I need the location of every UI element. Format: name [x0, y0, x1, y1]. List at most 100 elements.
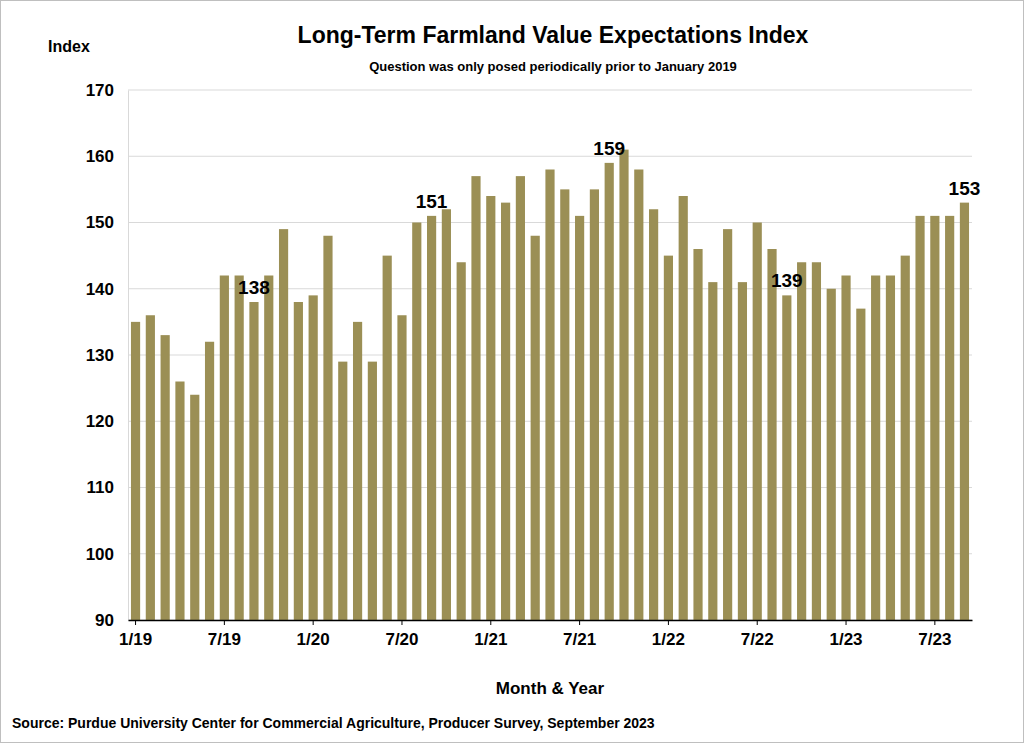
bar [220, 276, 229, 621]
bar [161, 335, 170, 620]
bar [693, 249, 702, 620]
bar [590, 189, 599, 620]
bar [901, 256, 910, 620]
x-tick-label: 1/19 [119, 630, 152, 649]
bar [871, 276, 880, 621]
x-tick-mark [668, 620, 669, 625]
bar [886, 276, 895, 621]
bar [619, 150, 628, 620]
bar [649, 209, 658, 620]
bar [471, 176, 480, 620]
bar [634, 170, 643, 621]
bar [531, 236, 540, 620]
x-tick: 1/22 [652, 620, 685, 649]
frame [1, 1, 1024, 743]
bar [545, 170, 554, 621]
x-tick: 1/23 [829, 620, 862, 649]
x-tick: 1/20 [297, 620, 330, 649]
bar [738, 282, 747, 620]
y-tick-label: 130 [86, 346, 114, 365]
y-tick-label: 120 [86, 412, 114, 431]
y-tick: 140 [86, 280, 128, 299]
x-tick-label: 7/22 [741, 630, 774, 649]
data-labels: 138151159139153 [238, 138, 980, 298]
x-tick: 7/22 [741, 620, 774, 649]
bar [945, 216, 954, 620]
data-label: 151 [416, 191, 448, 212]
bar [249, 302, 258, 620]
x-tick-label: 7/23 [918, 630, 951, 649]
bar [146, 315, 155, 620]
grid [128, 90, 972, 620]
y-axis: 90 100 110 120 130 140 150 160 170 [86, 81, 129, 630]
x-tick: 7/19 [208, 620, 241, 649]
x-tick-mark [313, 620, 314, 625]
x-tick: 7/21 [563, 620, 596, 649]
bar [353, 322, 362, 620]
x-tick-mark [934, 620, 935, 625]
x-tick-mark [579, 620, 580, 625]
x-axis-title: Month & Year [496, 679, 605, 698]
x-tick-mark [135, 620, 136, 625]
bar [960, 203, 969, 620]
y-tick-label: 110 [87, 478, 114, 497]
bar [797, 262, 806, 620]
bar [264, 276, 273, 621]
y-tick-label: 90 [95, 611, 114, 630]
x-tick: 1/19 [119, 620, 152, 649]
bars [131, 150, 969, 620]
bar [679, 196, 688, 620]
x-tick-mark [757, 620, 758, 625]
x-tick-label: 1/21 [474, 630, 507, 649]
bar [457, 262, 466, 620]
bar [131, 322, 140, 620]
y-tick-label: 170 [86, 81, 114, 100]
bar [501, 203, 510, 620]
bar [383, 256, 392, 620]
bar [723, 229, 732, 620]
x-tick-mark [490, 620, 491, 625]
y-tick-label: 140 [86, 280, 114, 299]
grid-line [128, 90, 972, 91]
x-tick-label: 7/19 [208, 630, 241, 649]
bar [782, 295, 791, 620]
bar [338, 362, 347, 620]
subtitle: Question was only posed periodically pri… [369, 59, 737, 74]
data-label: 138 [238, 277, 270, 298]
bar [708, 282, 717, 620]
bar [175, 382, 184, 621]
y-axis-line [128, 91, 129, 621]
source: Source: Purdue University Center for Com… [12, 715, 655, 731]
y-tick: 160 [86, 147, 128, 166]
y-axis-title: Index [48, 38, 90, 55]
bar [753, 223, 762, 621]
x-tick: 7/20 [385, 620, 418, 649]
bar [841, 276, 850, 621]
y-tick-label: 100 [86, 545, 114, 564]
bar [205, 342, 214, 620]
bar [827, 289, 836, 620]
data-label: 139 [771, 270, 803, 291]
x-tick-mark [846, 620, 847, 625]
bar [442, 209, 451, 620]
y-tick: 90 [95, 611, 128, 630]
x-tick-mark [224, 620, 225, 625]
y-tick: 120 [86, 412, 128, 431]
y-tick: 150 [86, 213, 128, 232]
bar [412, 223, 421, 621]
title: Long-Term Farmland Value Expectations In… [298, 22, 809, 48]
bar [575, 216, 584, 620]
y-tick: 170 [86, 81, 128, 100]
y-tick: 110 [87, 478, 128, 497]
y-tick: 100 [86, 545, 128, 564]
bar [397, 315, 406, 620]
chart: 90 100 110 120 130 140 150 160 170 1/19 7/19 1/20 7/… [0, 0, 1024, 743]
x-tick-label: 1/20 [297, 630, 330, 649]
data-label: 153 [949, 178, 981, 199]
x-tick: 7/23 [918, 620, 951, 649]
bar [294, 302, 303, 620]
bar [368, 362, 377, 620]
bar [309, 295, 318, 620]
grid-line [128, 156, 972, 157]
bar [235, 276, 244, 621]
